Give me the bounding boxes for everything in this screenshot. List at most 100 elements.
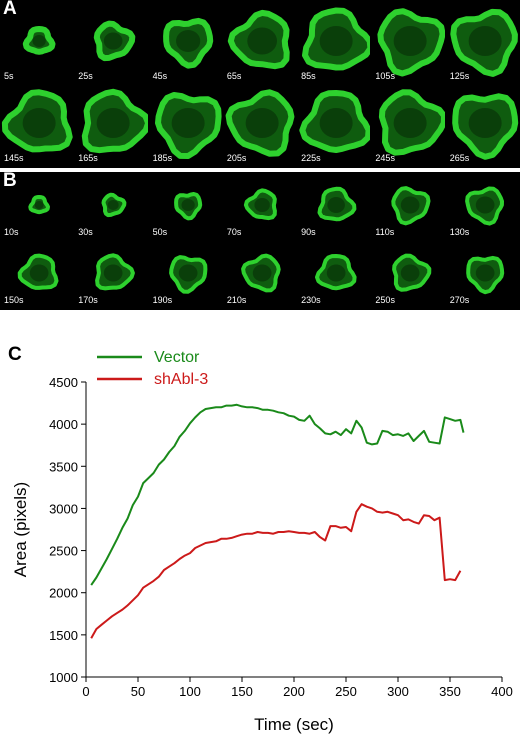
- cell-interior: [245, 108, 279, 138]
- cell-image: [240, 253, 281, 293]
- frame-time-label: 225s: [301, 153, 321, 163]
- x-tick-label: 400: [491, 684, 513, 699]
- frame-165s: 165s: [75, 84, 148, 166]
- y-tick-label: 3500: [49, 459, 78, 474]
- x-tick-label: 350: [439, 684, 461, 699]
- frame-125s: 125s: [447, 2, 519, 84]
- cell-interior: [394, 26, 428, 56]
- panel-a-timelapse: A 5s 25s 45s 65s 85s 105s 125s 145s 165s 185s 205s…: [0, 0, 520, 168]
- panel-b-timelapse: B 10s 30s 50s 70s 90s 110s 130s 150s 170s 190s 210…: [0, 170, 520, 310]
- x-tick-label: 0: [82, 684, 89, 699]
- cell-image: [465, 255, 504, 295]
- frame-time-label: 190s: [152, 295, 173, 305]
- frame-250s: 250s: [372, 242, 444, 308]
- y-tick-label: 4000: [49, 417, 78, 432]
- frame-130s: 130s: [447, 174, 519, 240]
- x-tick-label: 300: [387, 684, 409, 699]
- cell-image: [299, 90, 371, 153]
- frame-time-label: 145s: [4, 153, 24, 163]
- frame-10s: 10s: [1, 174, 73, 240]
- frame-5s: 5s: [1, 2, 73, 84]
- frame-time-label: 205s: [226, 153, 247, 163]
- frame-time-label: 210s: [226, 295, 247, 305]
- cell-image: [391, 186, 431, 226]
- frame-time-label: 150s: [4, 295, 24, 305]
- cell-interior: [475, 196, 495, 214]
- cell-interior: [29, 264, 49, 282]
- x-tick-label: 50: [131, 684, 145, 699]
- cell-image: [162, 17, 213, 69]
- cell-image: [450, 8, 518, 77]
- frame-time-label: 265s: [449, 153, 470, 163]
- frame-time-label: 165s: [78, 153, 98, 163]
- cell-image: [302, 7, 371, 71]
- cell-interior: [475, 264, 495, 282]
- cell-image: [95, 253, 136, 291]
- x-axis-title: Time (sec): [254, 715, 334, 734]
- frame-90s: 90s: [298, 174, 370, 240]
- frame-185s: 185s: [150, 84, 222, 166]
- legend-label: Vector: [154, 349, 200, 366]
- area-line-chart: C 0 50 100 150 200 250 300 350 400 1000 1500 2000 25…: [8, 344, 513, 734]
- cell-image: [94, 20, 136, 62]
- frame-205s: 205s: [224, 84, 296, 166]
- cell-image: [377, 8, 445, 77]
- panel-a-letter: A: [3, 0, 17, 19]
- frame-50s: 50s: [150, 174, 222, 240]
- frame-time-label: 50s: [152, 227, 168, 237]
- y-tick-label: 2000: [49, 586, 78, 601]
- y-tick-label: 1000: [49, 670, 78, 685]
- frame-225s: 225s: [298, 84, 371, 166]
- cell-interior: [32, 35, 46, 47]
- cell-interior: [171, 108, 205, 138]
- frame-210s: 210s: [224, 242, 296, 308]
- cell-interior: [468, 108, 502, 138]
- frame-time-label: 185s: [152, 153, 173, 163]
- cell-image: [82, 88, 148, 154]
- cell-image: [464, 186, 504, 226]
- series-line-1: [90, 503, 462, 639]
- frame-190s: 190s: [150, 242, 222, 308]
- frame-time-label: 85s: [301, 71, 316, 81]
- frame-25s: 25s: [75, 2, 147, 84]
- frame-time-label: 70s: [226, 227, 242, 237]
- panel-c-letter: C: [8, 344, 22, 365]
- cell-interior: [247, 27, 277, 55]
- cell-image: [28, 195, 50, 215]
- frame-time-label: 105s: [375, 71, 395, 81]
- frame-85s: 85s: [298, 2, 371, 84]
- frame-150s: 150s: [1, 242, 73, 308]
- frame-245s: 245s: [372, 84, 445, 166]
- frame-time-label: 110s: [375, 227, 395, 237]
- cell-image: [168, 255, 207, 294]
- frame-105s: 105s: [372, 2, 445, 84]
- cell-interior: [327, 197, 346, 213]
- cell-interior: [104, 264, 123, 282]
- y-tick-label: 4500: [49, 375, 78, 390]
- frame-time-label: 245s: [375, 153, 395, 163]
- frame-time-label: 250s: [375, 295, 395, 305]
- cell-interior: [107, 200, 119, 210]
- cell-image: [243, 188, 277, 221]
- frame-270s: 270s: [447, 242, 519, 308]
- cell-image: [317, 186, 357, 222]
- frame-time-label: 270s: [449, 295, 470, 305]
- cell-interior: [468, 26, 502, 56]
- cell-interior: [326, 264, 346, 282]
- frame-time-label: 230s: [301, 295, 321, 305]
- frame-30s: 30s: [75, 174, 147, 240]
- x-tick-label: 250: [335, 684, 357, 699]
- y-tick-label: 3000: [49, 501, 78, 516]
- frame-145s: 145s: [1, 84, 73, 166]
- series-line-0: [90, 403, 465, 586]
- cell-interior: [254, 198, 270, 212]
- cell-image: [379, 89, 445, 156]
- cell-image: [173, 192, 202, 221]
- cell-image: [392, 253, 432, 292]
- cell-interior: [319, 26, 353, 56]
- x-tick-label: 150: [231, 684, 253, 699]
- frame-time-label: 5s: [4, 71, 14, 81]
- x-tick-label: 100: [179, 684, 201, 699]
- legend-label: shAbl-3: [154, 371, 208, 388]
- cell-image: [225, 89, 295, 157]
